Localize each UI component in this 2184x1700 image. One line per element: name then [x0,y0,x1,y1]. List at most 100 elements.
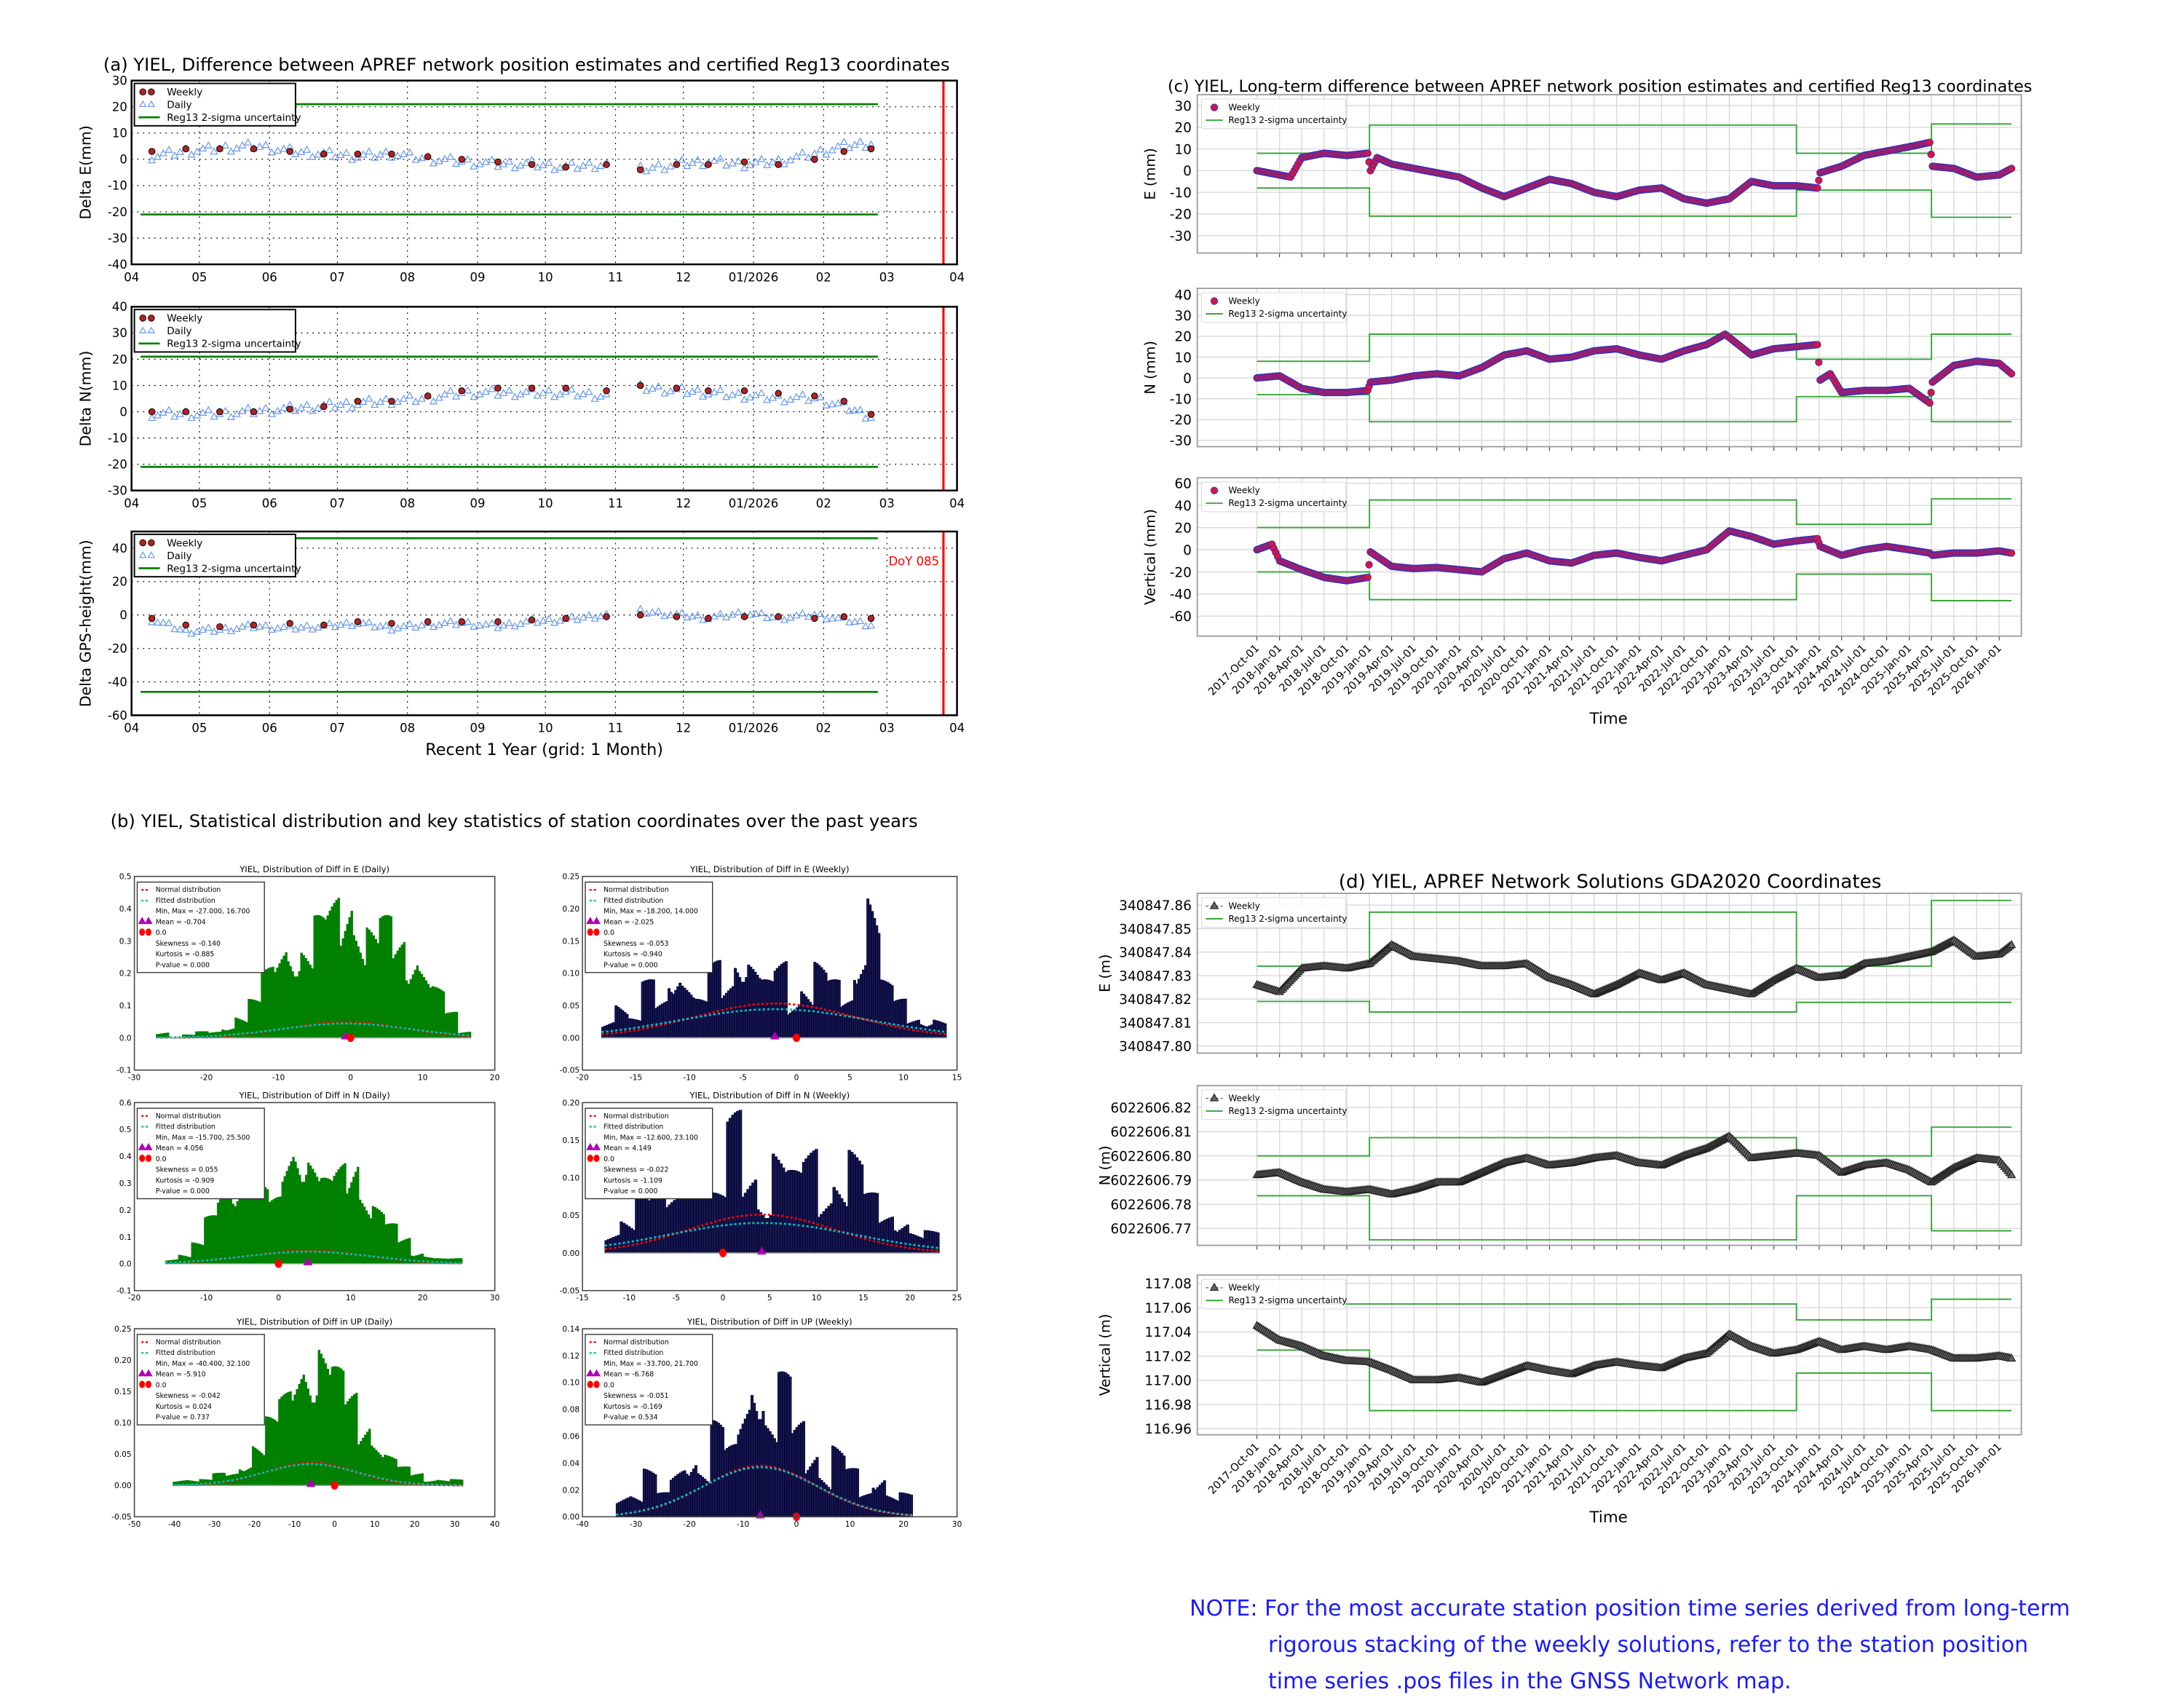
daily-marker [804,396,813,404]
histogram-bar [424,980,428,1038]
daily-marker [642,387,651,394]
histogram-bar [348,1187,351,1264]
y-tick-label: 40 [1174,288,1191,303]
x-tick-label: 04 [124,721,139,735]
histogram-bar [418,970,422,1038]
legend-text: Fitted distribution [156,1123,215,1131]
histogram-bar [317,1350,321,1486]
histogram-title: YIEL, Distribution of Diff in UP (Daily) [236,1316,392,1327]
daily-marker [336,620,345,628]
histogram-bar [786,1170,791,1254]
y-tick-label: 0.4 [119,904,132,914]
daily-marker [274,406,282,414]
daily-marker [505,618,514,626]
histogram-bar [728,1118,732,1254]
histogram-bar [360,1203,364,1264]
legend-text: Skewness = -0.053 [604,940,668,948]
x-tick-label: -30 [630,1519,643,1529]
histogram-bar [435,987,439,1038]
daily-marker [399,394,408,402]
legend-weekly-marker [148,88,155,95]
legend-daily-marker [139,326,147,333]
histogram-bar [839,1198,844,1254]
y-tick-label: 340847.81 [1119,1016,1192,1031]
histogram-bar [380,1211,383,1264]
x-tick-label: 06 [262,270,277,284]
histogram-bar [726,1121,729,1254]
x-tick-label: -10 [623,1293,636,1302]
legend-mean-marker [138,917,146,925]
x-tick-label: -15 [630,1072,642,1082]
histogram-bar [274,972,277,1038]
y-tick-label: 116.98 [1144,1398,1192,1413]
weekly-marker [494,158,502,166]
daily-marker [175,625,185,633]
legend-zero-marker [139,1380,146,1388]
weekly-marker [2006,1170,2017,1179]
daily-marker [660,389,669,397]
sigma-line-upper [1257,123,2011,154]
weekly-marker [528,616,536,624]
histogram-bar [261,1452,264,1486]
legend-mean-marker [144,917,153,925]
weekly-marker [2007,549,2016,557]
histogram-bar [366,1431,369,1486]
histogram-bar [761,1215,765,1254]
y-tick-label: -10 [108,179,127,193]
zero-marker [274,1259,282,1268]
daily-marker [470,162,478,170]
legend: Weekly Reg13 2-sigma uncertainty [1200,897,1347,928]
y-tick-label: 0.10 [562,969,579,979]
histogram-bar [774,1156,778,1254]
histogram-bar [451,1012,454,1038]
legend-sigma-label: Reg13 2-sigma uncertainty [167,339,301,350]
histogram-bar [875,1193,879,1254]
x-tick-label: 01/2026 [729,270,779,284]
legend-sigma-label: Reg13 2-sigma uncertainty [1228,1106,1347,1116]
weekly-marker [286,406,293,413]
legend-text: Skewness = -0.022 [604,1166,668,1174]
histogram-bar [810,1153,813,1254]
weekly-marker [1364,149,1372,157]
daily-marker [522,617,531,625]
histogram-bar [403,942,406,1038]
weekly-marker [148,148,156,155]
weekly-marker [1815,358,1823,366]
histogram-bar [870,1192,874,1254]
histogram-bar [162,1033,165,1038]
histogram-bar [296,1389,298,1486]
histogram-bar [860,1164,864,1254]
daily-marker [291,406,300,414]
legend-zero-marker [139,1154,146,1162]
y-tick-label: 10 [1174,350,1191,365]
daily-marker [734,157,743,165]
daily-marker [204,623,213,631]
daily-marker [261,403,270,411]
daily-marker [654,159,663,167]
x-tick-label: 20 [898,1519,909,1529]
y-tick-label: 30 [1174,99,1191,114]
daily-marker [499,159,508,167]
daily-marker [238,622,247,630]
x-tick-label: 10 [538,270,553,284]
legend-zero-marker [587,1380,593,1388]
daily-marker [539,616,547,624]
histogram-bar [850,1152,854,1254]
legend-text: 0.0 [604,1155,614,1163]
y-tick-label: 20 [1174,521,1191,536]
y-tick-label: -30 [108,232,127,245]
histogram-bar [375,1450,378,1486]
legend-daily-label: Daily [167,100,191,111]
histogram-bar [842,1202,846,1254]
weekly-marker [182,408,190,416]
daily-marker [210,412,218,420]
mean-marker [306,1479,316,1487]
histogram-bar [272,966,274,1038]
y-tick-label: -40 [108,258,127,272]
legend-text: P-value = 0.000 [604,1187,657,1195]
daily-marker [199,408,207,416]
histogram-bar [302,1375,305,1486]
daily-marker [757,154,766,162]
x-tick-label: 30 [952,1519,962,1529]
daily-marker [555,616,564,624]
